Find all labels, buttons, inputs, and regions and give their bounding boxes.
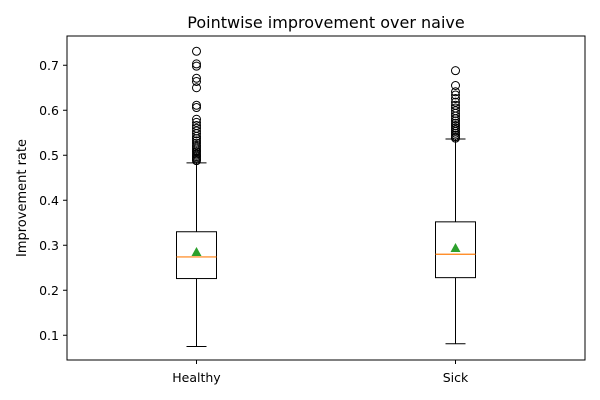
outlier-point (192, 59, 201, 69)
outlier-point (451, 118, 460, 128)
y-tick-label: 0.2 (39, 283, 59, 298)
outlier-point (451, 100, 460, 110)
outlier-point (192, 114, 201, 124)
y-tick-label: 0.4 (39, 193, 59, 208)
outlier-point (192, 83, 201, 93)
outlier-point (192, 100, 201, 110)
outlier-point (451, 121, 460, 131)
outlier-point (192, 123, 201, 133)
outlier-point (451, 87, 460, 97)
outlier-point (192, 121, 201, 131)
outlier-point (192, 126, 201, 136)
y-tick-label: 0.6 (39, 103, 59, 118)
outlier-point (192, 117, 201, 127)
outlier-point (192, 138, 201, 148)
box-group-healthy (176, 46, 217, 347)
plot-frame (66, 35, 586, 361)
outlier-point (451, 123, 460, 133)
outlier-point (451, 90, 460, 100)
outlier-point (192, 61, 201, 71)
mean-marker (450, 242, 461, 252)
box-group-sick (435, 66, 476, 345)
outlier-point (192, 76, 201, 86)
plot-area: 0.1 0.2 0.3 0.4 0.5 0.6 0.7 Healthy Sick (39, 35, 586, 385)
iqr-box (176, 231, 217, 280)
x-tick-label: Sick (443, 370, 469, 385)
iqr-box (435, 221, 476, 279)
y-tick-label: 0.1 (39, 328, 59, 343)
outlier-point (451, 81, 460, 90)
outlier-point (192, 136, 201, 146)
outlier-point (451, 66, 460, 76)
chart-title: Pointwise improvement over naive (187, 13, 464, 32)
x-tick-label: Healthy (172, 370, 221, 385)
outlier-point (192, 73, 201, 83)
outlier-point (192, 103, 201, 113)
outlier-point (451, 94, 460, 104)
outlier-point (192, 140, 201, 150)
mean-marker (191, 247, 202, 256)
y-tick-label: 0.7 (39, 58, 59, 73)
y-axis-label: Improvement rate (15, 139, 30, 257)
y-tick-label: 0.3 (39, 238, 59, 253)
outlier-point (451, 103, 460, 113)
outlier-point (451, 97, 460, 107)
outlier-point (451, 106, 460, 116)
outlier-point (192, 46, 201, 56)
y-tick-label: 0.5 (39, 148, 59, 163)
